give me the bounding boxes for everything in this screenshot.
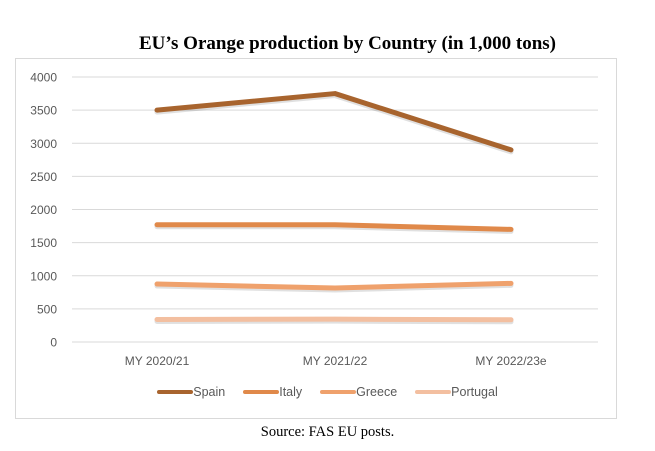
- series-line-greece: [154, 280, 514, 291]
- series-line-spain: [154, 91, 514, 153]
- x-tick-label: MY 2022/23e: [475, 354, 546, 368]
- x-tick-label: MY 2020/21: [125, 354, 190, 368]
- chart-frame: [15, 58, 617, 419]
- y-tick-label: 500: [37, 302, 57, 316]
- y-tick-label: 0: [50, 336, 57, 350]
- y-tick-label: 1500: [30, 236, 57, 250]
- y-tick-label: 2500: [30, 170, 57, 184]
- legend-item-spain: Spain: [157, 385, 225, 399]
- legend-label: Greece: [356, 385, 398, 399]
- legend-swatch: [243, 390, 280, 394]
- chart-legend: Spain Italy Greece Portugal: [0, 385, 655, 399]
- y-tick-label: 3500: [30, 104, 57, 118]
- legend-swatch: [415, 390, 452, 394]
- x-tick-labels: MY 2020/21 MY 2021/22 MY 2022/23e: [125, 354, 547, 368]
- y-tick-labels: 0 500 1000 1500 2000 2500 3000 3500 4000: [30, 71, 57, 350]
- chart-title: EU’s Orange production by Country (in 1,…: [139, 33, 556, 54]
- series-line-portugal: [154, 316, 514, 323]
- legend-item-greece: Greece: [320, 385, 397, 399]
- y-tick-label: 2000: [30, 203, 57, 217]
- y-tick-label: 1000: [30, 269, 57, 283]
- legend-label: Portugal: [451, 385, 498, 399]
- x-tick-label: MY 2021/22: [303, 354, 368, 368]
- legend-swatch: [157, 390, 194, 394]
- legend-swatch: [320, 390, 357, 394]
- legend-item-italy: Italy: [243, 385, 302, 399]
- series-lines: [154, 91, 514, 325]
- y-tick-label: 4000: [30, 71, 57, 85]
- legend-label: Spain: [193, 385, 226, 399]
- y-tick-label: 3000: [30, 137, 57, 151]
- chart-source: Source: FAS EU posts.: [260, 424, 395, 440]
- legend-label: Italy: [279, 385, 303, 399]
- gridlines: [72, 76, 598, 343]
- legend-item-portugal: Portugal: [415, 385, 498, 399]
- series-line-italy: [154, 222, 514, 232]
